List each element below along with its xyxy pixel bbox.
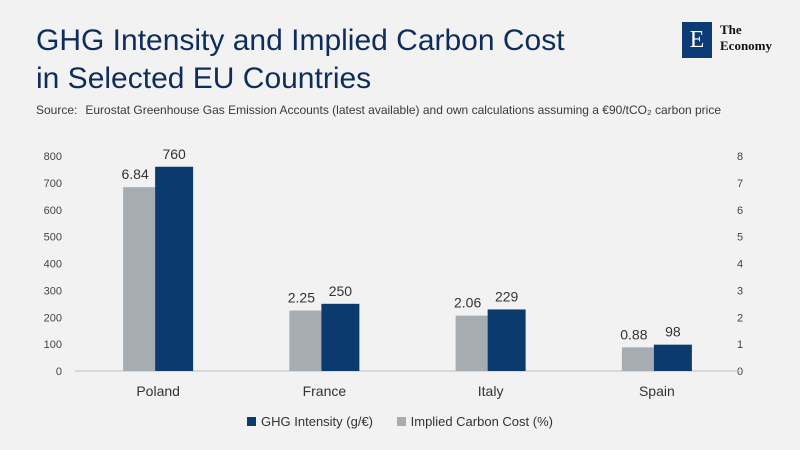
left-axis-tick-label: 700 (44, 178, 62, 190)
right-axis-tick-label: 2 (737, 312, 743, 324)
left-axis-tick-label: 100 (44, 339, 62, 351)
data-label-ghg-intensity: 229 (495, 288, 519, 304)
chart-legend: GHG Intensity (g/€) Implied Carbon Cost … (0, 414, 800, 429)
title-line-2: in Selected EU Countries (36, 62, 372, 95)
data-label-carbon-cost: 6.84 (122, 166, 149, 182)
category-label: Spain (639, 383, 675, 399)
logo-mark: E (682, 22, 712, 58)
source-text: Eurostat Greenhouse Gas Emission Account… (85, 103, 722, 117)
right-axis-tick-label: 8 (737, 151, 743, 163)
right-axis-tick-label: 7 (737, 178, 743, 190)
data-label-carbon-cost: 2.25 (288, 290, 315, 306)
logo-wordmark: The Economy (720, 22, 772, 54)
right-axis-tick-label: 3 (737, 285, 743, 297)
left-axis-tick-label: 600 (44, 205, 62, 217)
bar-ghg-intensity (487, 309, 526, 371)
data-label-ghg-intensity: 250 (329, 283, 353, 299)
category-label: Italy (478, 383, 504, 399)
right-axis-tick-label: 6 (737, 205, 743, 217)
left-axis-tick-label: 800 (44, 151, 62, 163)
right-axis-tick-label: 5 (737, 232, 743, 244)
logo-line-2: Economy (720, 38, 772, 53)
bar-carbon-cost (621, 347, 654, 371)
legend-swatch-ghg (247, 417, 257, 426)
right-axis-tick-label: 0 (737, 366, 743, 378)
bar-carbon-cost (455, 315, 488, 371)
data-label-carbon-cost: 2.06 (454, 295, 481, 311)
bar-ghg-intensity (653, 344, 692, 371)
bar-ghg-intensity (155, 166, 194, 371)
category-label: Poland (136, 383, 180, 399)
logo-line-1: The (720, 22, 742, 37)
left-axis-tick-label: 300 (44, 285, 62, 297)
right-axis-tick-label: 4 (737, 259, 743, 271)
data-label-ghg-intensity: 760 (162, 146, 186, 162)
bar-ghg-intensity (321, 303, 360, 371)
left-axis-tick-label: 0 (56, 366, 62, 378)
legend-item-carbon: Implied Carbon Cost (%) (396, 414, 553, 429)
data-label-ghg-intensity: 98 (665, 324, 681, 340)
legend-item-ghg: GHG Intensity (g/€) (247, 414, 373, 429)
right-axis-tick-label: 1 (737, 339, 743, 351)
source-note: Source: Eurostat Greenhouse Gas Emission … (36, 103, 721, 117)
legend-label-ghg: GHG Intensity (g/€) (261, 414, 374, 429)
title-line-1: GHG Intensity and Implied Carbon Cost (36, 24, 565, 57)
category-label: France (303, 383, 347, 399)
bar-carbon-cost (123, 187, 156, 371)
source-label: Source: (36, 103, 78, 117)
page-title: GHG Intensity and Implied Carbon Cost in… (36, 22, 656, 98)
legend-swatch-carbon (396, 417, 406, 426)
left-axis-tick-label: 500 (44, 232, 62, 244)
bar-carbon-cost (289, 310, 322, 371)
legend-label-carbon: Implied Carbon Cost (%) (410, 414, 553, 429)
brand-logo: E The Economy (682, 22, 800, 58)
data-label-carbon-cost: 0.88 (620, 326, 647, 342)
left-axis-tick-label: 400 (44, 259, 62, 271)
left-axis-tick-label: 200 (44, 312, 62, 324)
